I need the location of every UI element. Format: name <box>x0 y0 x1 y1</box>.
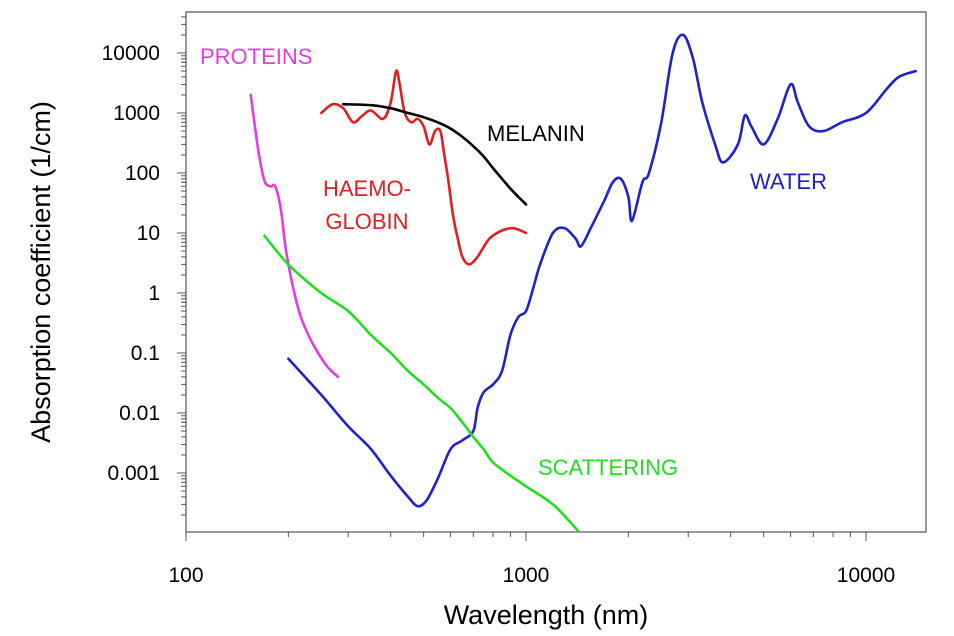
series-label-scattering: SCATTERING <box>538 455 678 480</box>
series-line-scattering <box>263 234 581 532</box>
x-axis-label: Wavelength (nm) <box>444 600 649 630</box>
series-label-proteins: PROTEINS <box>200 44 312 69</box>
y-tick-label: 0.001 <box>107 462 160 485</box>
series-label-haemoglobin: GLOBIN <box>325 209 408 234</box>
x-tick-label: 1000 <box>503 564 550 587</box>
x-tick-label: 100 <box>168 564 203 587</box>
series-line-haemoglobin <box>320 69 528 266</box>
series-labels: PROTEINS HAEMO- GLOBIN MELANIN WATER SCATTERI… <box>200 44 827 480</box>
y-tick-label: 0.01 <box>119 402 160 425</box>
series-line-water <box>287 33 917 508</box>
y-tick-label: 10 <box>137 222 160 245</box>
y-tick-label: 1000 <box>113 102 160 125</box>
series-label-water: WATER <box>750 169 827 194</box>
y-axis-label: Absorption coefficient (1/cm) <box>26 101 56 443</box>
series-label-melanin: MELANIN <box>487 121 585 146</box>
series-lines <box>249 33 917 532</box>
series-line-proteins <box>249 93 340 379</box>
y-tick-label: 0.1 <box>131 342 160 365</box>
x-axis-ticks: 100 1000 10000 <box>168 532 895 587</box>
series-label-haemoglobin: HAEMO- <box>323 176 411 201</box>
y-tick-label: 100 <box>125 162 160 185</box>
y-tick-label: 10000 <box>102 42 160 65</box>
y-tick-label: 1 <box>148 282 160 305</box>
y-axis-ticks: 0.001 0.01 0.1 1 10 100 1000 10000 <box>102 16 186 516</box>
plot-frame <box>185 11 927 533</box>
x-tick-label: 10000 <box>837 564 895 587</box>
series-line-melanin <box>341 102 528 206</box>
